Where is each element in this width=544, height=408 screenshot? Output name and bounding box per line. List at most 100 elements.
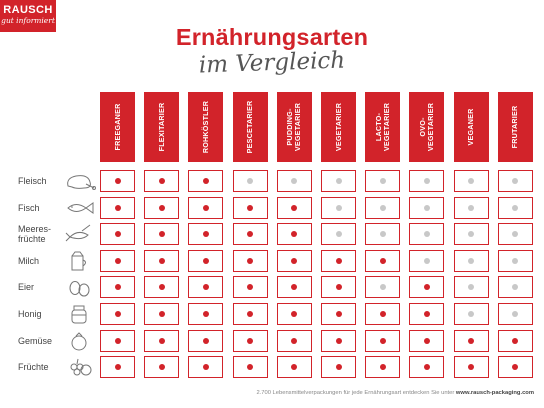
included-dot (468, 364, 475, 371)
table-cell (453, 276, 489, 299)
excluded-dot (468, 231, 475, 238)
table-cell (232, 170, 268, 192)
table-cell (100, 303, 135, 325)
column-header-label: PESCETARIER (245, 100, 255, 154)
logo-tagline: gut informiert (1, 16, 55, 25)
table-cell (276, 329, 312, 352)
included-dot (202, 178, 209, 184)
included-dot (247, 231, 254, 238)
included-dot (114, 364, 121, 371)
table-cell (409, 329, 445, 352)
table-cell (365, 170, 401, 192)
footer: 2.700 Lebensmittelverpackungen für jede … (256, 390, 534, 396)
page-title: Ernährungsarten (175, 24, 369, 50)
included-dot (423, 337, 430, 344)
table-cell (232, 196, 268, 219)
table-cell (188, 276, 224, 299)
table-cell (497, 303, 533, 325)
included-dot (291, 364, 298, 371)
table-cell (365, 303, 401, 325)
included-dot (379, 257, 386, 264)
excluded-dot (512, 178, 519, 184)
table-cell (365, 196, 401, 219)
table-cell (144, 356, 180, 379)
included-dot (335, 284, 342, 291)
included-dot (202, 364, 209, 371)
footer-text: 2.700 Lebensmittelverpackungen für jede … (256, 390, 456, 396)
excluded-dot (423, 257, 430, 264)
footer-link[interactable]: www.rausch-packaging.com (455, 390, 534, 396)
table-cell (100, 276, 135, 299)
included-dot (247, 257, 254, 264)
excluded-dot (468, 257, 475, 264)
table-cell (276, 249, 312, 272)
excluded-dot (379, 284, 386, 291)
included-dot (335, 364, 342, 371)
column-header: FREEGANER (100, 92, 135, 162)
column-header-label: PUDDING- VEGETARIER (285, 102, 303, 152)
column-header-label: OVO- VEGETARIER (417, 102, 435, 152)
table-cell (100, 329, 135, 352)
column-header-label: LACTO- VEGETARIER (373, 102, 391, 152)
table-cell (497, 170, 533, 192)
included-dot (379, 364, 386, 371)
included-dot (114, 231, 121, 238)
row-label: Eier (18, 282, 35, 293)
table-cell (144, 170, 180, 192)
excluded-dot (468, 178, 475, 184)
table-cell (100, 249, 135, 272)
excluded-dot (468, 284, 475, 291)
excluded-dot (512, 311, 519, 317)
table-cell (232, 329, 268, 352)
table-cell (232, 303, 268, 325)
included-dot (158, 204, 165, 211)
column-header: FRUTARIER (497, 92, 533, 162)
included-dot (379, 311, 386, 317)
column-header-label: FLEXITARIER (156, 102, 166, 152)
table-cell (321, 249, 356, 272)
column-header: ROHKÖSTLER (188, 92, 224, 162)
table-cell (321, 276, 356, 299)
table-cell (365, 329, 401, 352)
fish-icon (67, 201, 94, 214)
table-cell (409, 223, 445, 246)
column-header: LACTO- VEGETARIER (365, 92, 401, 162)
row-label: Milch (18, 255, 40, 266)
excluded-dot (379, 204, 386, 211)
table-cell (453, 170, 489, 192)
table-cell (100, 170, 135, 192)
table-cell (144, 249, 180, 272)
table-cell (453, 329, 489, 352)
table-cell (409, 276, 445, 299)
included-dot (291, 337, 298, 344)
excluded-dot (379, 231, 386, 238)
table-cell (188, 249, 224, 272)
included-dot (114, 311, 121, 317)
excluded-dot (512, 204, 519, 211)
table-cell (144, 303, 180, 325)
included-dot (335, 337, 342, 344)
table-cell (144, 329, 180, 352)
logo-name: RAUSCH (3, 4, 53, 16)
table-cell (188, 196, 224, 219)
included-dot (202, 337, 209, 344)
included-dot (202, 311, 209, 317)
included-dot (512, 364, 519, 371)
table-cell (321, 329, 356, 352)
included-dot (468, 337, 475, 344)
included-dot (379, 337, 386, 344)
table-cell (144, 223, 180, 246)
excluded-dot (468, 204, 475, 211)
excluded-dot (512, 284, 519, 291)
table-cell (232, 249, 268, 272)
column-header-label: FREEGANER (112, 103, 122, 151)
table-cell (188, 303, 224, 325)
table-cell (365, 249, 401, 272)
table-cell (365, 276, 401, 299)
brand-logo[interactable]: RAUSCH gut informiert (0, 0, 56, 32)
included-dot (158, 337, 165, 344)
excluded-dot (468, 311, 475, 317)
table-cell (409, 196, 445, 219)
table-cell (497, 356, 533, 379)
table-cell (100, 196, 135, 219)
